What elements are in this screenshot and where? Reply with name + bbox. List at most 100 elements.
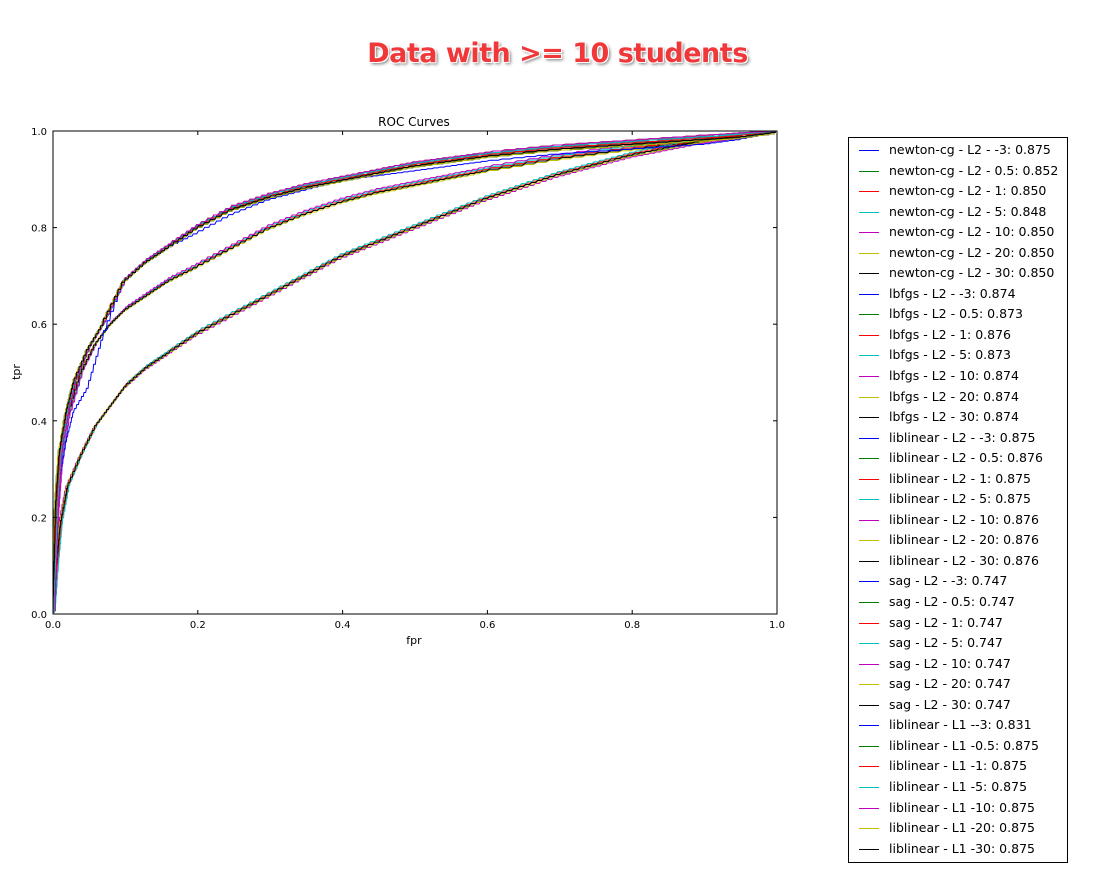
- curve-layer: [52, 130, 777, 615]
- legend-label: liblinear - L1 --3: 0.831: [889, 717, 1032, 733]
- legend-swatch: [859, 540, 879, 542]
- roc-curve-31: [52, 130, 777, 615]
- legend-item: newton-cg - L2 - -3: 0.875: [849, 140, 1067, 161]
- roc-curve-25: [54, 130, 777, 612]
- legend-swatch: [859, 519, 879, 521]
- legend-swatch: [859, 745, 879, 747]
- legend-item: sag - L2 - 1: 0.747: [849, 613, 1067, 634]
- legend-item: lbfgs - L2 - 20: 0.874: [849, 387, 1067, 408]
- x-tick-label: 0.8: [624, 620, 640, 631]
- legend-swatch: [859, 622, 879, 624]
- legend-swatch: [859, 807, 879, 809]
- roc-curve-24: [53, 130, 777, 613]
- legend-swatch: [859, 828, 879, 830]
- legend-label: lbfgs - L2 - 10: 0.874: [889, 368, 1019, 384]
- legend-swatch: [859, 191, 879, 193]
- legend-label: sag - L2 - 20: 0.747: [889, 676, 1011, 692]
- y-axis-label: tpr: [10, 364, 23, 380]
- legend-swatch: [859, 150, 879, 151]
- legend-swatch: [859, 252, 879, 254]
- legend-label: sag - L2 - 5: 0.747: [889, 635, 1003, 651]
- legend-label: newton-cg - L2 - 10: 0.850: [889, 224, 1055, 240]
- legend-item: sag - L2 - 0.5: 0.747: [849, 592, 1067, 613]
- legend-item: newton-cg - L2 - 5: 0.848: [849, 202, 1067, 223]
- legend-swatch: [859, 355, 879, 357]
- legend-swatch: [859, 725, 879, 727]
- y-axis-ticks: 0.0 0.2 0.4 0.6 0.8 1.0: [31, 127, 777, 621]
- legend-swatch: [859, 437, 879, 439]
- legend-label: sag - L2 - 1: 0.747: [889, 614, 1003, 630]
- roc-curve-5: [54, 130, 777, 612]
- roc-curve-15: [54, 130, 777, 612]
- roc-curve-30: [52, 131, 776, 615]
- legend-item: liblinear - L2 - 10: 0.876: [849, 510, 1067, 531]
- legend-item: newton-cg - L2 - 20: 0.850: [849, 243, 1067, 264]
- roc-curve-17: [52, 131, 776, 615]
- x-tick-label: 0.4: [335, 620, 351, 631]
- roc-curve-26: [52, 133, 775, 615]
- legend-item: newton-cg - L2 - 30: 0.850: [849, 263, 1067, 284]
- x-axis-ticks: 0.0 0.2 0.4 0.6 0.8 1.0: [45, 131, 785, 631]
- legend-swatch: [859, 334, 879, 336]
- x-axis-label: fpr: [406, 634, 422, 647]
- legend-label: sag - L2 - 10: 0.747: [889, 655, 1011, 671]
- roc-curve-33: [54, 130, 777, 612]
- y-tick-label: 0.4: [31, 417, 47, 428]
- roc-curve-8: [52, 130, 777, 615]
- roc-curve-10: [54, 130, 777, 612]
- legend-swatch: [859, 581, 879, 583]
- legend-swatch: [859, 786, 879, 788]
- legend-label: liblinear - L1 -0.5: 0.875: [889, 737, 1039, 753]
- y-tick-label: 1.0: [31, 127, 47, 138]
- legend-item: lbfgs - L2 - 10: 0.874: [849, 366, 1067, 387]
- y-tick-label: 0.6: [31, 320, 47, 331]
- legend-label: lbfgs - L2 - -3: 0.874: [889, 285, 1016, 301]
- legend-item: liblinear - L1 -1: 0.875: [849, 756, 1067, 777]
- legend-item: liblinear - L2 - 1: 0.875: [849, 469, 1067, 490]
- legend-item: liblinear - L2 - -3: 0.875: [849, 428, 1067, 449]
- legend-item: liblinear - L1 -30: 0.875: [849, 839, 1067, 860]
- legend-item: sag - L2 - -3: 0.747: [849, 571, 1067, 592]
- legend-swatch: [859, 396, 879, 398]
- roc-curve-11: [52, 133, 775, 615]
- legend-item: liblinear - L2 - 20: 0.876: [849, 530, 1067, 551]
- legend-label: liblinear - L2 - 20: 0.876: [889, 532, 1039, 548]
- legend-label: liblinear - L1 -30: 0.875: [889, 840, 1035, 856]
- legend-label: sag - L2 - -3: 0.747: [889, 573, 1008, 589]
- banner-title: Data with >= 10 students: [367, 38, 748, 69]
- legend-swatch: [859, 499, 879, 501]
- legend-label: newton-cg - L2 - 1: 0.850: [889, 183, 1047, 199]
- roc-curve-4: [53, 130, 777, 613]
- legend-item: sag - L2 - 5: 0.747: [849, 633, 1067, 654]
- y-tick-label: 0.8: [31, 224, 47, 235]
- legend-label: newton-cg - L2 - 30: 0.850: [889, 265, 1055, 281]
- roc-curve-29: [52, 131, 776, 615]
- legend-swatch: [859, 232, 879, 234]
- legend-label: sag - L2 - 0.5: 0.747: [889, 594, 1015, 610]
- legend-item: liblinear - L1 -0.5: 0.875: [849, 736, 1067, 757]
- legend-item: lbfgs - L2 - 0.5: 0.873: [849, 304, 1067, 325]
- roc-curve-32: [53, 130, 777, 613]
- legend-label: liblinear - L1 -10: 0.875: [889, 799, 1035, 815]
- legend-label: newton-cg - L2 - 0.5: 0.852: [889, 162, 1059, 178]
- y-tick-label: 0.2: [31, 513, 47, 524]
- legend-swatch: [859, 170, 879, 172]
- legend-item: liblinear - L2 - 30: 0.876: [849, 551, 1067, 572]
- legend-item: lbfgs - L2 - 30: 0.874: [849, 407, 1067, 428]
- roc-curve-21: [52, 133, 775, 615]
- legend-label: lbfgs - L2 - 5: 0.873: [889, 347, 1012, 363]
- x-tick-label: 0.0: [45, 620, 61, 631]
- roc-curve-34: [52, 133, 775, 615]
- legend-label: newton-cg - L2 - 5: 0.848: [889, 203, 1047, 219]
- legend-swatch: [859, 314, 879, 316]
- legend-swatch: [859, 417, 879, 419]
- chart-title: ROC Curves: [378, 115, 450, 129]
- legend-label: liblinear - L1 -5: 0.875: [889, 778, 1028, 794]
- legend-label: liblinear - L2 - 1: 0.875: [889, 470, 1031, 486]
- roc-curve-14: [53, 130, 777, 613]
- legend-item: newton-cg - L2 - 10: 0.850: [849, 222, 1067, 243]
- legend-swatch: [859, 273, 879, 275]
- legend-swatch: [859, 602, 879, 604]
- roc-curve-22: [52, 131, 776, 615]
